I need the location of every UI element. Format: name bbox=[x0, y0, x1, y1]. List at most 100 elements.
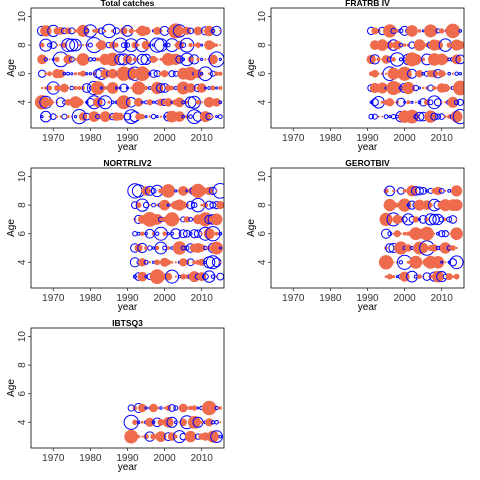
positive-residual-bubble bbox=[47, 71, 52, 77]
positive-residual-bubble bbox=[125, 67, 138, 80]
positive-residual-bubble bbox=[163, 406, 166, 410]
negative-residual-bubble bbox=[455, 54, 464, 65]
positive-residual-bubble bbox=[184, 430, 197, 443]
x-tick-label: 1980 bbox=[79, 453, 102, 464]
positive-residual-bubble bbox=[376, 57, 381, 62]
y-axis-label: Age bbox=[246, 219, 257, 237]
negative-residual-bubble bbox=[119, 83, 129, 93]
positive-residual-bubble bbox=[444, 189, 447, 192]
positive-residual-bubble bbox=[383, 24, 397, 38]
positive-residual-bubble bbox=[219, 44, 222, 47]
positive-residual-bubble bbox=[211, 406, 215, 410]
positive-residual-bubble bbox=[76, 53, 90, 66]
negative-residual-bubble bbox=[155, 115, 159, 119]
positive-residual-bubble bbox=[193, 43, 196, 47]
positive-residual-bubble bbox=[178, 403, 188, 413]
positive-residual-bubble bbox=[453, 273, 460, 280]
positive-residual-bubble bbox=[451, 54, 462, 65]
positive-residual-bubble bbox=[200, 232, 203, 235]
positive-residual-bubble bbox=[196, 57, 200, 62]
positive-residual-bubble bbox=[428, 203, 433, 208]
positive-residual-bubble bbox=[159, 275, 162, 278]
positive-residual-bubble bbox=[431, 256, 445, 269]
positive-residual-bubble bbox=[432, 85, 437, 91]
positive-residual-bubble bbox=[444, 101, 447, 104]
positive-residual-bubble bbox=[445, 23, 461, 39]
positive-residual-bubble bbox=[215, 189, 218, 192]
positive-residual-bubble bbox=[178, 186, 189, 196]
positive-residual-bubble bbox=[409, 255, 423, 269]
positive-residual-bubble bbox=[88, 111, 100, 122]
positive-residual-bubble bbox=[146, 99, 153, 106]
positive-residual-bubble bbox=[200, 420, 204, 424]
x-tick-label: 1970 bbox=[282, 133, 305, 144]
negative-residual-bubble bbox=[210, 430, 224, 443]
positive-residual-bubble bbox=[450, 110, 463, 123]
y-tick-label: 8 bbox=[257, 202, 268, 208]
positive-residual-bubble bbox=[64, 27, 72, 35]
positive-residual-bubble bbox=[159, 57, 163, 61]
positive-residual-bubble bbox=[443, 217, 447, 221]
y-tick-label: 4 bbox=[17, 259, 28, 265]
y-axis-label: Age bbox=[6, 219, 17, 237]
negative-residual-bubble bbox=[61, 38, 76, 53]
positive-residual-bubble bbox=[413, 39, 426, 51]
negative-residual-bubble bbox=[446, 216, 453, 223]
residual-bubbles bbox=[127, 183, 224, 284]
positive-residual-bubble bbox=[376, 39, 389, 51]
negative-residual-bubble bbox=[432, 213, 444, 226]
positive-residual-bubble bbox=[450, 245, 456, 251]
negative-residual-bubble bbox=[381, 228, 392, 239]
positive-residual-bubble bbox=[199, 111, 211, 123]
positive-residual-bubble bbox=[39, 42, 45, 48]
positive-residual-bubble bbox=[391, 57, 396, 62]
positive-residual-bubble bbox=[414, 199, 425, 211]
positive-residual-bubble bbox=[381, 115, 384, 118]
positive-residual-bubble bbox=[122, 54, 133, 64]
positive-residual-bubble bbox=[450, 199, 463, 211]
positive-residual-bubble bbox=[172, 241, 187, 255]
positive-residual-bubble bbox=[169, 188, 175, 194]
y-tick-label: 10 bbox=[257, 11, 268, 23]
positive-residual-bubble bbox=[193, 69, 203, 79]
positive-residual-bubble bbox=[107, 100, 111, 104]
negative-residual-bubble bbox=[66, 71, 70, 76]
negative-residual-bubble bbox=[209, 201, 217, 209]
negative-residual-bubble bbox=[370, 98, 379, 107]
positive-residual-bubble bbox=[174, 97, 185, 108]
y-tick-label: 6 bbox=[17, 230, 28, 236]
positive-residual-bubble bbox=[433, 40, 443, 50]
negative-residual-bubble bbox=[173, 405, 179, 411]
positive-residual-bubble bbox=[204, 25, 215, 37]
positive-residual-bubble bbox=[133, 434, 137, 439]
positive-residual-bubble bbox=[204, 58, 207, 61]
negative-residual-bubble bbox=[188, 217, 194, 222]
positive-residual-bubble bbox=[90, 81, 105, 95]
positive-residual-bubble bbox=[430, 27, 439, 35]
positive-residual-bubble bbox=[185, 114, 189, 119]
positive-residual-bubble bbox=[185, 83, 196, 93]
y-tick-label: 6 bbox=[17, 390, 28, 396]
positive-residual-bubble bbox=[415, 70, 424, 78]
positive-residual-bubble bbox=[96, 40, 107, 50]
negative-residual-bubble bbox=[214, 405, 219, 411]
positive-residual-bubble bbox=[447, 86, 451, 90]
positive-residual-bubble bbox=[385, 72, 388, 75]
y-tick-label: 4 bbox=[257, 99, 268, 105]
positive-residual-bubble bbox=[73, 86, 78, 90]
positive-residual-bubble bbox=[150, 433, 157, 440]
positive-residual-bubble bbox=[218, 406, 223, 410]
positive-residual-bubble bbox=[141, 26, 151, 36]
positive-residual-bubble bbox=[178, 218, 181, 221]
positive-residual-bubble bbox=[138, 258, 147, 267]
positive-residual-bubble bbox=[432, 270, 444, 283]
positive-residual-bubble bbox=[103, 86, 108, 90]
positive-residual-bubble bbox=[447, 96, 459, 108]
positive-residual-bubble bbox=[197, 244, 206, 252]
positive-residual-bubble bbox=[187, 56, 194, 63]
positive-residual-bubble bbox=[376, 82, 388, 94]
negative-residual-bubble bbox=[87, 42, 93, 48]
negative-residual-bubble bbox=[390, 52, 405, 67]
positive-residual-bubble bbox=[34, 95, 50, 110]
